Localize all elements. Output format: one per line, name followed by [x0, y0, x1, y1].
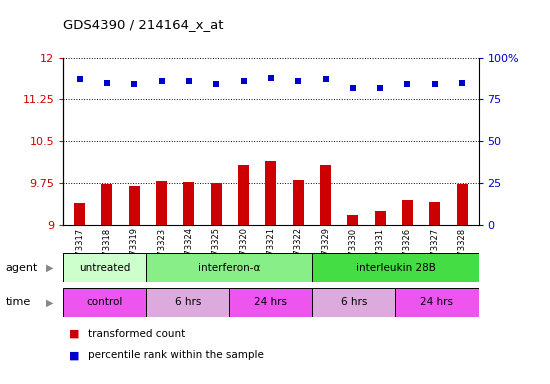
Bar: [402, 200, 413, 225]
Text: 6 hrs: 6 hrs: [341, 297, 367, 308]
Text: agent: agent: [6, 263, 38, 273]
Point: [349, 84, 358, 91]
Text: 6 hrs: 6 hrs: [175, 297, 201, 308]
Bar: [456, 184, 468, 225]
Text: percentile rank within the sample: percentile rank within the sample: [88, 350, 264, 360]
Text: transformed count: transformed count: [88, 329, 185, 339]
Text: 24 hrs: 24 hrs: [421, 297, 453, 308]
Point: [431, 81, 439, 88]
Point: [130, 81, 139, 88]
Text: 24 hrs: 24 hrs: [254, 297, 287, 308]
Bar: [146, 253, 312, 282]
Text: ■: ■: [69, 350, 79, 360]
Point: [239, 78, 248, 84]
Bar: [63, 288, 146, 317]
Text: GDS4390 / 214164_x_at: GDS4390 / 214164_x_at: [63, 18, 224, 31]
Bar: [184, 182, 194, 225]
Text: ▶: ▶: [46, 297, 53, 308]
Bar: [375, 211, 386, 225]
Point: [157, 78, 166, 84]
Bar: [74, 204, 85, 225]
Bar: [211, 183, 222, 225]
Point: [212, 81, 221, 88]
Bar: [146, 288, 229, 317]
Bar: [395, 288, 478, 317]
Point: [266, 74, 275, 81]
Text: interferon-α: interferon-α: [198, 263, 261, 273]
Point: [294, 78, 302, 84]
Point: [321, 76, 330, 83]
Bar: [129, 186, 140, 225]
Bar: [293, 180, 304, 225]
Text: time: time: [6, 297, 31, 308]
Point: [184, 78, 193, 84]
Bar: [63, 253, 146, 282]
Bar: [102, 184, 112, 225]
Text: ■: ■: [69, 329, 79, 339]
Bar: [320, 164, 331, 225]
Point: [458, 79, 466, 86]
Point: [75, 76, 84, 83]
Bar: [312, 288, 395, 317]
Bar: [238, 165, 249, 225]
Point: [102, 79, 111, 86]
Text: interleukin 28B: interleukin 28B: [355, 263, 436, 273]
Bar: [430, 202, 440, 225]
Text: control: control: [86, 297, 123, 308]
Bar: [266, 161, 276, 225]
Bar: [156, 181, 167, 225]
Text: untreated: untreated: [79, 263, 130, 273]
Point: [403, 81, 412, 88]
Bar: [229, 288, 312, 317]
Text: ▶: ▶: [46, 263, 53, 273]
Bar: [348, 215, 358, 225]
Bar: [312, 253, 478, 282]
Point: [376, 84, 384, 91]
